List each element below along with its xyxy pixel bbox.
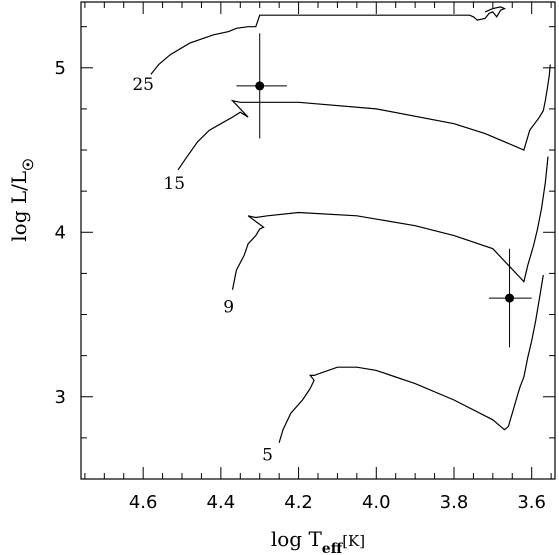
x-tick-label: 4.6 — [129, 492, 158, 513]
y-tick-label: 4 — [55, 222, 66, 243]
track-line-25 — [150, 6, 507, 75]
data-point — [505, 293, 515, 303]
x-tick-label: 4.4 — [207, 492, 236, 513]
track-line-5 — [278, 274, 544, 443]
x-axis-label: log Teff[K] — [271, 527, 365, 555]
track-label: 9 — [223, 297, 234, 317]
y-axis-label: log L/L☉ — [7, 158, 37, 241]
y-tick-label: 3 — [55, 387, 66, 408]
tick-marks — [81, 2, 555, 480]
track-mass-labels: 25 15 9 5 — [132, 75, 273, 465]
tick-labels: 4.6 4.4 4.2 4.0 3.8 3.6 3 4 5 — [55, 58, 546, 513]
track-label: 15 — [163, 174, 185, 194]
data-point — [255, 81, 265, 91]
x-tick-label: 3.8 — [440, 492, 469, 513]
evolutionary-tracks — [150, 6, 551, 443]
y-tick-label: 5 — [55, 58, 66, 79]
track-line-15 — [177, 64, 551, 171]
x-tick-label: 3.6 — [517, 492, 546, 513]
x-tick-label: 4.2 — [284, 492, 313, 513]
x-tick-label: 4.0 — [362, 492, 391, 513]
track-line-9 — [231, 156, 549, 290]
track-label: 5 — [262, 445, 273, 465]
data-points — [236, 33, 532, 348]
track-label: 25 — [132, 75, 154, 95]
